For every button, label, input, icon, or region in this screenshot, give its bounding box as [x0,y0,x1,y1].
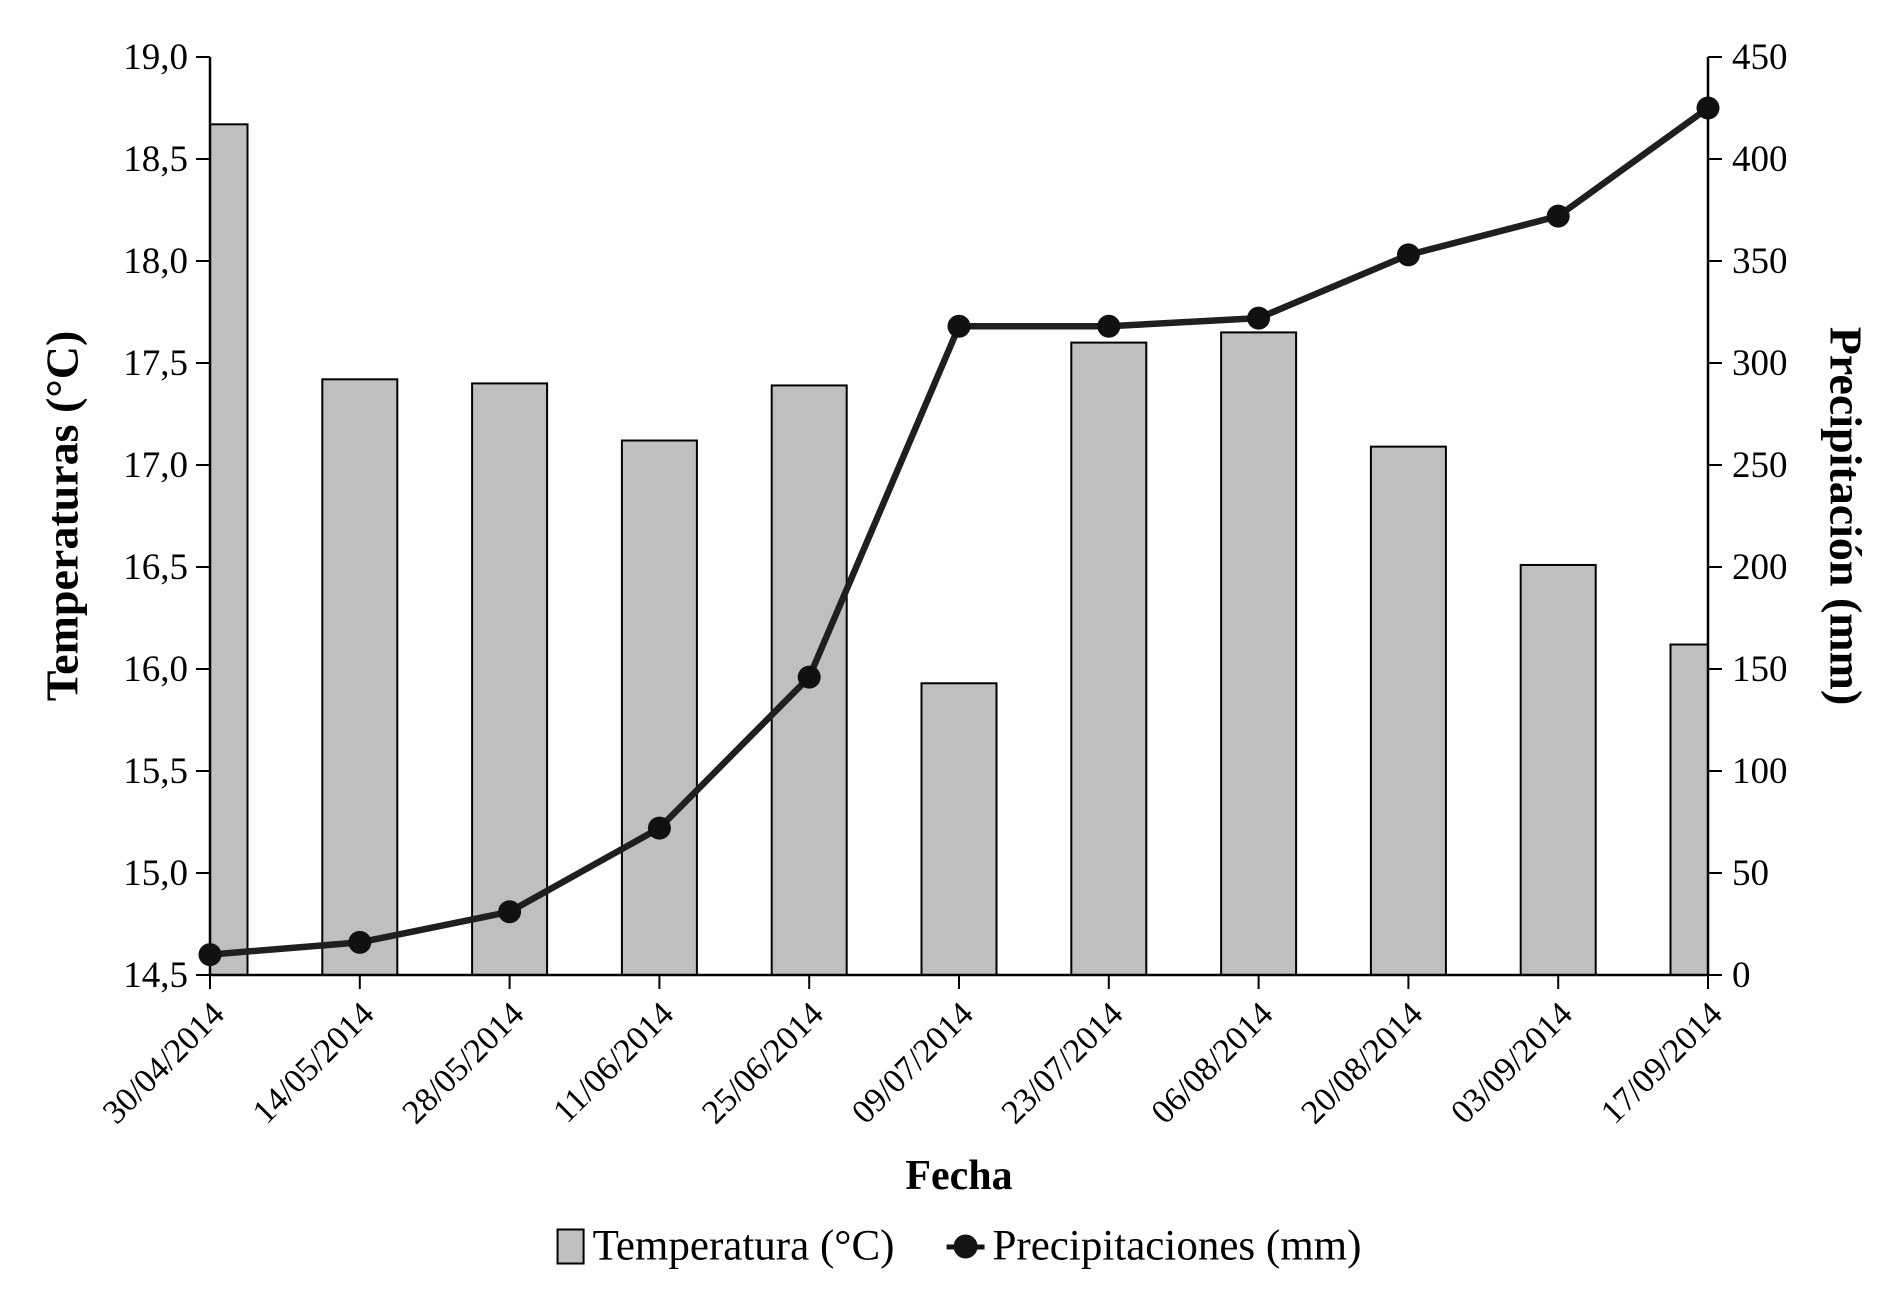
bar-temperatura-20/08/2014 [1369,445,1447,976]
precipitation-point-11/06/2014 [647,816,671,840]
y-left-tick-label: 15,0 [123,853,188,894]
bar-temperatura-28/05/2014 [471,382,549,976]
y-right-tick-label: 200 [1732,547,1788,588]
x-axis-date-label: 28/05/2014 [396,995,532,1131]
bar-temperatura-14/05/2014 [321,378,399,976]
legend-label-temperatura: Temperatura (°C) [592,1222,895,1270]
y-left-tick-label: 16,5 [123,547,188,588]
x-axis-date-label: 14/05/2014 [246,995,382,1131]
bar-temperatura-03/09/2014 [1519,563,1597,977]
y-left-tick-label: 17,0 [123,445,188,486]
y-left-tick-label: 15,5 [123,751,188,792]
y-axis-title-temperaturas: Temperaturas (°C) [36,330,88,702]
y-right-tick-label: 300 [1732,343,1788,384]
x-axis-date-label: 23/07/2014 [995,995,1131,1131]
precipitation-point-20/08/2014 [1396,243,1420,267]
bar-temperatura-30/04/2014 [209,123,249,976]
bar-temperatura-11/06/2014 [620,439,698,976]
legend-item-precipitaciones: Precipitaciones (mm) [946,1222,1361,1271]
x-axis-date-label: 03/09/2014 [1444,995,1580,1131]
precipitation-point-30/04/2014 [198,943,222,967]
precipitation-point-14/05/2014 [348,930,372,954]
y-right-tick-label: 450 [1732,37,1788,78]
x-axis-date-label: 09/07/2014 [845,995,981,1131]
precipitation-point-17/09/2014 [1696,96,1720,120]
precipitation-point-25/06/2014 [797,665,821,689]
y-left-tick-label: 17,5 [123,343,188,384]
precipitation-point-06/08/2014 [1247,306,1271,330]
precipitation-point-09/07/2014 [947,314,971,338]
y-right-tick-label: 350 [1732,241,1788,282]
precipitation-point-28/05/2014 [498,900,522,924]
y-right-tick-label: 50 [1732,853,1769,894]
y-right-tick-label: 150 [1732,649,1788,690]
x-axis-date-label: 11/06/2014 [546,995,681,1130]
legend: Temperatura (°C) Precipitaciones (mm) [556,1222,1361,1271]
y-right-tick-label: 250 [1732,445,1788,486]
x-axis-date-label: 20/08/2014 [1294,995,1430,1131]
y-left-tick-label: 19,0 [123,37,188,78]
precipitation-markers [198,96,1720,967]
x-axis-date-label: 17/09/2014 [1594,995,1730,1131]
bar-temperatura-09/07/2014 [920,682,998,977]
temperature-bars [209,123,1709,977]
y-right-tick-label: 0 [1732,955,1751,996]
x-axis-date-label: 25/06/2014 [695,995,831,1131]
x-axis-date-label: 06/08/2014 [1145,995,1281,1131]
bar-temperatura-06/08/2014 [1220,331,1298,976]
x-axis-title-fecha: Fecha [905,1153,1013,1199]
y-left-tick-label: 14,5 [123,955,188,996]
y-left-tick-label: 18,0 [123,241,188,282]
precipitation-point-23/07/2014 [1097,314,1121,338]
legend-item-temperatura: Temperatura (°C) [556,1222,895,1271]
x-axis-date-label: 30/04/2014 [96,995,232,1131]
legend-label-precipitaciones: Precipitaciones (mm) [992,1222,1362,1270]
axis-ticks [196,56,1722,989]
y-left-tick-label: 16,0 [123,649,188,690]
legend-bar-swatch-icon [556,1228,585,1264]
y-left-tick-label: 18,5 [123,139,188,180]
y-right-tick-label: 400 [1732,139,1788,180]
precipitation-point-03/09/2014 [1546,204,1570,228]
legend-line-marker-icon [946,1232,985,1260]
y-axis-title-precipitacion: Precipitación (mm) [1820,326,1872,706]
bar-temperatura-17/09/2014 [1669,643,1709,977]
bar-temperatura-23/07/2014 [1070,341,1148,977]
y-right-tick-label: 100 [1732,751,1788,792]
